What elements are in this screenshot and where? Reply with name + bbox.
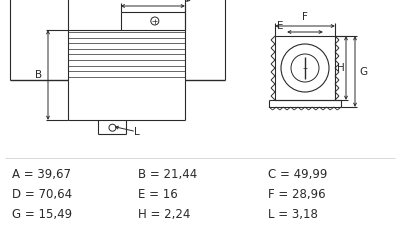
Text: E: E [277,21,284,31]
Text: L = 3,18: L = 3,18 [268,208,318,221]
Text: D = 70,64: D = 70,64 [12,188,72,201]
Text: H: H [337,63,345,73]
Text: B = 21,44: B = 21,44 [138,168,197,181]
Text: C = 49,99: C = 49,99 [268,168,327,181]
Text: L: L [134,127,140,137]
Text: F = 28,96: F = 28,96 [268,188,326,201]
Text: F: F [302,12,308,22]
Text: E = 16: E = 16 [138,188,178,201]
Text: G: G [359,66,367,76]
Text: G = 15,49: G = 15,49 [12,208,72,221]
Text: H = 2,24: H = 2,24 [138,208,190,221]
Text: A = 39,67: A = 39,67 [12,168,71,181]
Text: B: B [35,70,42,80]
Text: A: A [149,0,156,2]
